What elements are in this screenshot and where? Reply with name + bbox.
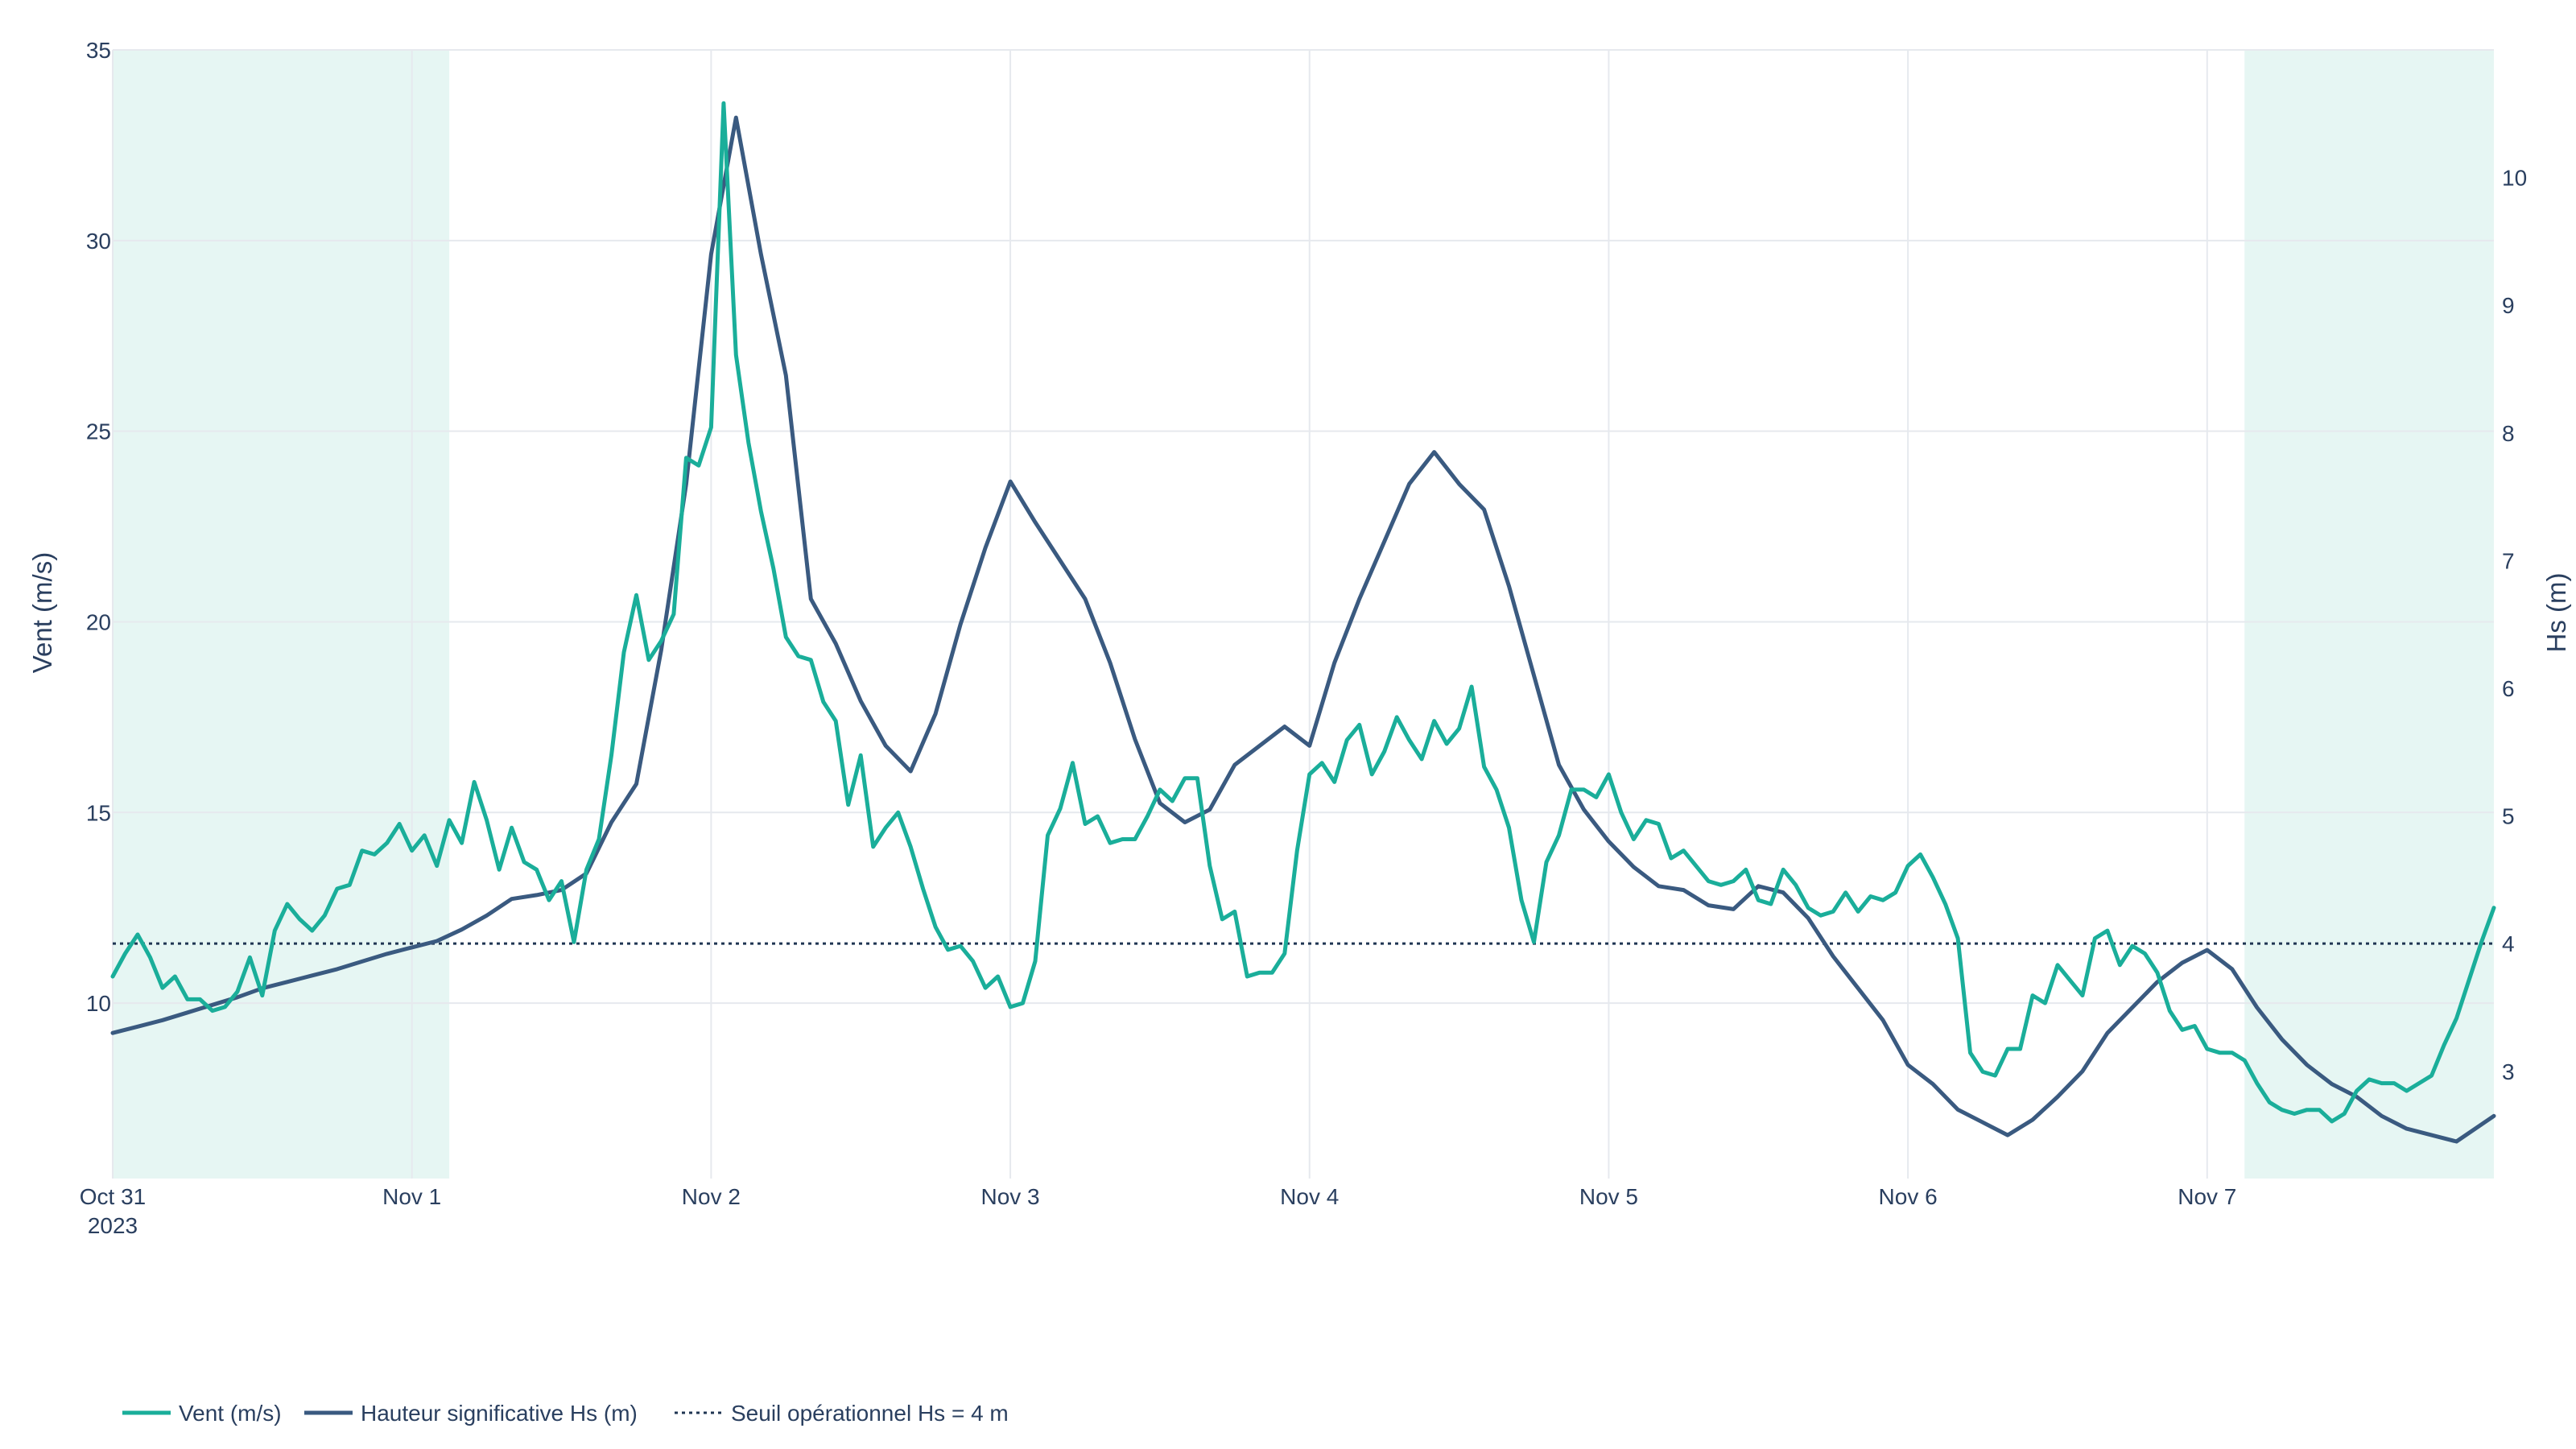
series-line-wind — [110, 101, 2496, 1124]
x-axis-ticks: Oct 31 Nov 1 Nov 2 Nov 3 Nov 4 Nov 5 Nov 6 Nov … — [80, 1184, 2237, 1209]
shaded-period-0 — [113, 50, 450, 1179]
y-axis-right-title: Hs (m) — [2541, 573, 2571, 653]
x-tick-label: Nov 6 — [1879, 1184, 1938, 1209]
y-right-tick-label: 4 — [2502, 931, 2515, 956]
y-left-tick-label: 10 — [86, 991, 111, 1016]
y-left-tick-label: 30 — [86, 229, 111, 254]
legend-label-threshold: Seuil opérationnel Hs = 4 m — [731, 1401, 1009, 1426]
legend: Vent (m/s) Hauteur significative Hs (m) … — [122, 1401, 1009, 1426]
legend-label-wind: Vent (m/s) — [179, 1401, 282, 1426]
y-right-tick-label: 9 — [2502, 293, 2515, 318]
shaded-period-1 — [2244, 50, 2494, 1179]
y-right-tick-label: 3 — [2502, 1059, 2515, 1084]
x-tick-label: Nov 1 — [382, 1184, 441, 1209]
y-left-tick-label: 35 — [86, 38, 111, 63]
legend-label-hs: Hauteur significative Hs (m) — [361, 1401, 638, 1426]
x-tick-label: Nov 3 — [980, 1184, 1039, 1209]
shaded-periods — [113, 50, 2494, 1179]
x-tick-label: Oct 31 — [80, 1184, 146, 1209]
x-axis-year-label: 2023 — [88, 1213, 138, 1238]
x-tick-label: Nov 7 — [2178, 1184, 2236, 1209]
legend-item-threshold[interactable]: Seuil opérationnel Hs = 4 m — [675, 1401, 1009, 1426]
y-left-tick-label: 15 — [86, 800, 111, 825]
legend-item-wind[interactable]: Vent (m/s) — [122, 1401, 282, 1426]
legend-item-hs[interactable]: Hauteur significative Hs (m) — [304, 1401, 638, 1426]
y-axis-left-ticks: 10 15 20 25 30 35 — [86, 38, 111, 1016]
y-right-tick-label: 8 — [2502, 421, 2515, 446]
x-tick-label: Nov 5 — [1579, 1184, 1638, 1209]
y-axis-left-title: Vent (m/s) — [27, 552, 57, 673]
y-right-tick-label: 7 — [2502, 548, 2515, 573]
y-left-tick-label: 25 — [86, 419, 111, 444]
series-layer — [110, 101, 2496, 1144]
y-axis-right-ticks: 3 4 5 6 7 8 9 10 — [2502, 166, 2527, 1084]
y-left-tick-label: 20 — [86, 609, 111, 634]
series-line-hs — [110, 115, 2496, 1144]
y-right-tick-label: 6 — [2502, 676, 2515, 701]
x-tick-label: Nov 4 — [1280, 1184, 1339, 1209]
y-right-tick-label: 5 — [2502, 804, 2515, 829]
gridlines — [112, 49, 2494, 1179]
x-tick-label: Nov 2 — [682, 1184, 741, 1209]
y-right-tick-label: 10 — [2502, 166, 2527, 191]
